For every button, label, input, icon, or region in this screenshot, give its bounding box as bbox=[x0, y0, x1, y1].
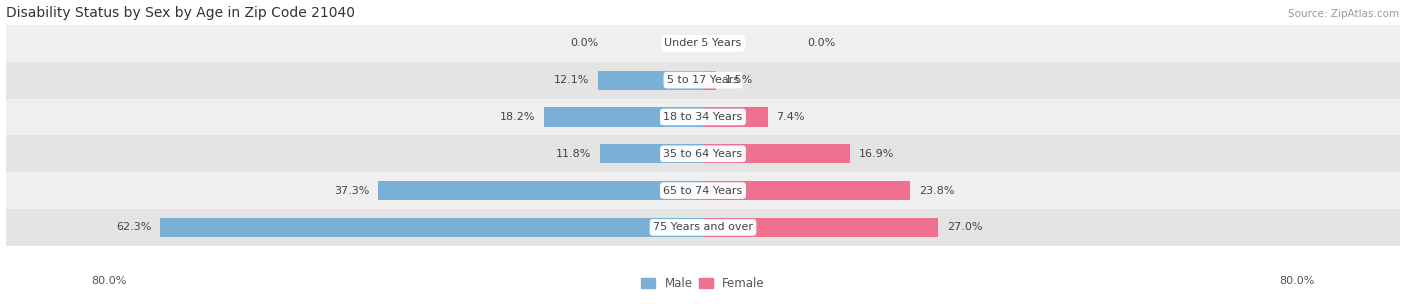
Bar bbox=[544, 107, 703, 126]
Bar bbox=[598, 71, 703, 90]
Bar bbox=[160, 218, 703, 237]
Text: 75 Years and over: 75 Years and over bbox=[652, 223, 754, 233]
Text: 27.0%: 27.0% bbox=[948, 223, 983, 233]
Text: 37.3%: 37.3% bbox=[333, 186, 370, 195]
Text: 16.9%: 16.9% bbox=[859, 149, 894, 159]
Bar bbox=[703, 144, 851, 163]
Text: 0.0%: 0.0% bbox=[571, 38, 599, 48]
Bar bbox=[703, 218, 938, 237]
Text: Disability Status by Sex by Age in Zip Code 21040: Disability Status by Sex by Age in Zip C… bbox=[6, 5, 354, 19]
Bar bbox=[6, 172, 1400, 209]
Text: 35 to 64 Years: 35 to 64 Years bbox=[664, 149, 742, 159]
Bar bbox=[703, 181, 911, 200]
Text: 12.1%: 12.1% bbox=[554, 75, 589, 85]
Legend: Male, Female: Male, Female bbox=[637, 273, 769, 295]
Text: Source: ZipAtlas.com: Source: ZipAtlas.com bbox=[1288, 9, 1399, 19]
Bar bbox=[600, 144, 703, 163]
Text: 18.2%: 18.2% bbox=[501, 112, 536, 122]
Bar bbox=[6, 98, 1400, 135]
Text: 80.0%: 80.0% bbox=[91, 276, 127, 286]
Text: 18 to 34 Years: 18 to 34 Years bbox=[664, 112, 742, 122]
Text: 11.8%: 11.8% bbox=[555, 149, 592, 159]
Bar bbox=[6, 25, 1400, 62]
Text: 1.5%: 1.5% bbox=[725, 75, 754, 85]
Text: 5 to 17 Years: 5 to 17 Years bbox=[666, 75, 740, 85]
Bar bbox=[6, 62, 1400, 98]
Text: Under 5 Years: Under 5 Years bbox=[665, 38, 741, 48]
Bar bbox=[378, 181, 703, 200]
Text: 80.0%: 80.0% bbox=[1279, 276, 1315, 286]
Text: 65 to 74 Years: 65 to 74 Years bbox=[664, 186, 742, 195]
Bar bbox=[703, 107, 768, 126]
Text: 23.8%: 23.8% bbox=[920, 186, 955, 195]
Bar bbox=[703, 71, 716, 90]
Bar bbox=[6, 135, 1400, 172]
Text: 7.4%: 7.4% bbox=[776, 112, 804, 122]
Text: 62.3%: 62.3% bbox=[115, 223, 152, 233]
Text: 0.0%: 0.0% bbox=[807, 38, 835, 48]
Bar bbox=[6, 209, 1400, 246]
